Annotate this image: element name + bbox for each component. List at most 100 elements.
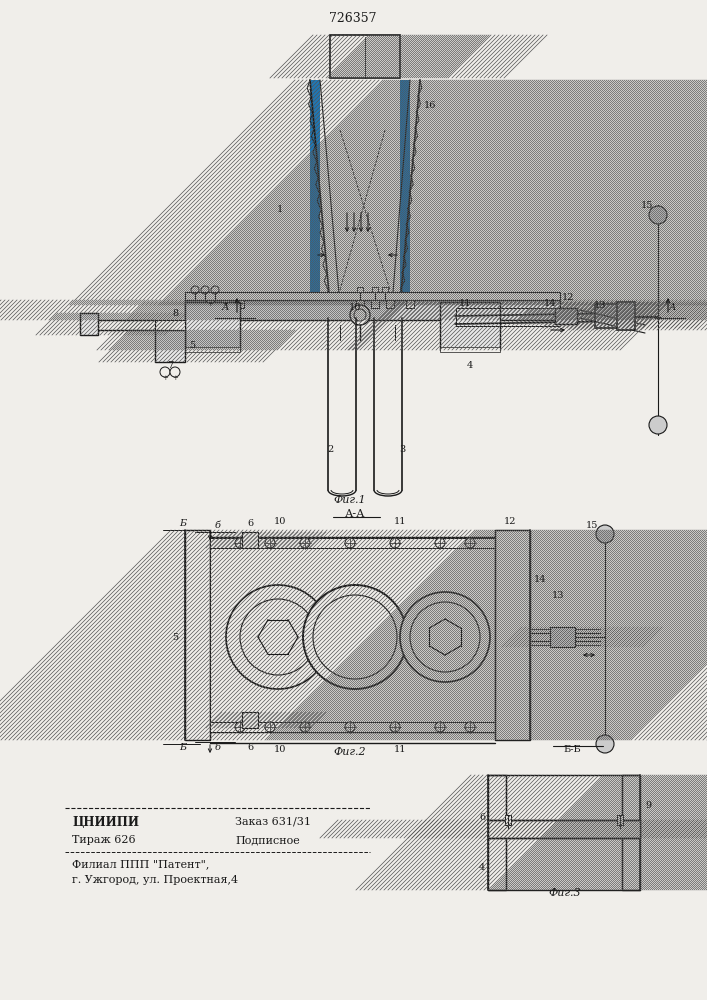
Text: 12: 12 <box>562 294 574 302</box>
Bar <box>440 347 500 352</box>
Text: 6: 6 <box>247 520 253 528</box>
Circle shape <box>345 722 355 732</box>
Bar <box>185 300 560 320</box>
Text: Подписное: Подписное <box>235 835 300 845</box>
Bar <box>185 302 240 350</box>
Bar <box>236 300 244 308</box>
Bar <box>210 540 495 730</box>
Text: 15: 15 <box>586 522 598 530</box>
Text: 10: 10 <box>349 304 361 312</box>
Text: Заказ 631/31: Заказ 631/31 <box>235 817 311 827</box>
Text: 13: 13 <box>594 300 606 310</box>
Circle shape <box>313 595 397 679</box>
Bar <box>622 775 640 890</box>
Text: 9: 9 <box>645 802 651 810</box>
Bar <box>595 304 623 328</box>
Text: б: б <box>215 744 221 752</box>
Circle shape <box>410 602 480 672</box>
Bar <box>440 302 500 350</box>
Bar <box>371 300 379 308</box>
Text: +: + <box>207 300 213 308</box>
Bar <box>488 820 640 838</box>
Bar <box>185 530 210 740</box>
Bar <box>388 35 400 78</box>
Bar <box>495 530 530 740</box>
Bar <box>242 532 258 548</box>
Bar <box>400 80 410 305</box>
Circle shape <box>170 367 180 377</box>
Text: Фиг.2: Фиг.2 <box>334 747 366 757</box>
Bar <box>242 712 258 728</box>
Text: +: + <box>237 300 243 308</box>
Bar <box>185 292 560 300</box>
Text: Тираж 626: Тираж 626 <box>72 835 136 845</box>
Bar <box>488 775 506 890</box>
Bar <box>357 287 363 292</box>
Text: Фиг.3: Фиг.3 <box>549 888 581 898</box>
Circle shape <box>350 305 370 325</box>
Bar <box>382 287 388 292</box>
Text: 6: 6 <box>247 744 253 752</box>
Bar <box>386 300 394 308</box>
Circle shape <box>345 538 355 548</box>
Text: 16: 16 <box>423 101 436 109</box>
Text: 15: 15 <box>641 200 653 210</box>
Circle shape <box>435 538 445 548</box>
Circle shape <box>435 722 445 732</box>
Text: 12: 12 <box>504 516 516 526</box>
Bar <box>372 287 378 292</box>
Bar <box>440 302 500 350</box>
Circle shape <box>465 538 475 548</box>
Bar <box>488 775 506 890</box>
Text: 10: 10 <box>274 744 286 754</box>
Text: 11: 11 <box>459 300 472 308</box>
Bar <box>622 775 640 890</box>
Bar <box>555 308 577 324</box>
Text: 11: 11 <box>394 516 407 526</box>
Text: 7: 7 <box>167 360 173 369</box>
Text: 1: 1 <box>277 206 283 215</box>
Circle shape <box>235 538 245 548</box>
Text: +: + <box>162 374 168 382</box>
Circle shape <box>596 735 614 753</box>
Bar <box>80 313 98 335</box>
Bar <box>617 302 635 330</box>
Bar <box>242 712 258 728</box>
Bar <box>155 330 185 362</box>
Bar <box>221 300 229 308</box>
Circle shape <box>649 206 667 224</box>
Bar <box>617 815 623 825</box>
Text: 3: 3 <box>399 446 405 454</box>
Text: б: б <box>215 522 221 530</box>
Circle shape <box>265 538 275 548</box>
Bar <box>155 330 185 362</box>
Bar <box>185 300 560 320</box>
Circle shape <box>465 722 475 732</box>
Bar <box>550 627 575 647</box>
Text: г. Ужгород, ул. Проектная,4: г. Ужгород, ул. Проектная,4 <box>72 875 238 885</box>
Circle shape <box>226 585 330 689</box>
Text: 6: 6 <box>479 812 485 822</box>
Bar <box>185 530 210 740</box>
Text: А: А <box>221 304 228 312</box>
Bar <box>595 304 623 328</box>
Circle shape <box>265 722 275 732</box>
Circle shape <box>400 592 490 682</box>
Text: 14: 14 <box>534 576 547 584</box>
Text: 2: 2 <box>327 446 333 454</box>
Bar <box>310 80 320 305</box>
Circle shape <box>649 416 667 434</box>
Text: 11: 11 <box>394 744 407 754</box>
Bar <box>210 722 495 732</box>
Text: 10: 10 <box>274 516 286 526</box>
Bar <box>155 320 185 330</box>
Bar <box>555 308 577 324</box>
Bar <box>80 313 98 335</box>
Text: 4: 4 <box>479 863 485 872</box>
Text: +: + <box>172 374 178 382</box>
Circle shape <box>235 722 245 732</box>
Bar <box>330 35 400 78</box>
Circle shape <box>300 538 310 548</box>
Circle shape <box>390 722 400 732</box>
Bar <box>242 532 258 548</box>
